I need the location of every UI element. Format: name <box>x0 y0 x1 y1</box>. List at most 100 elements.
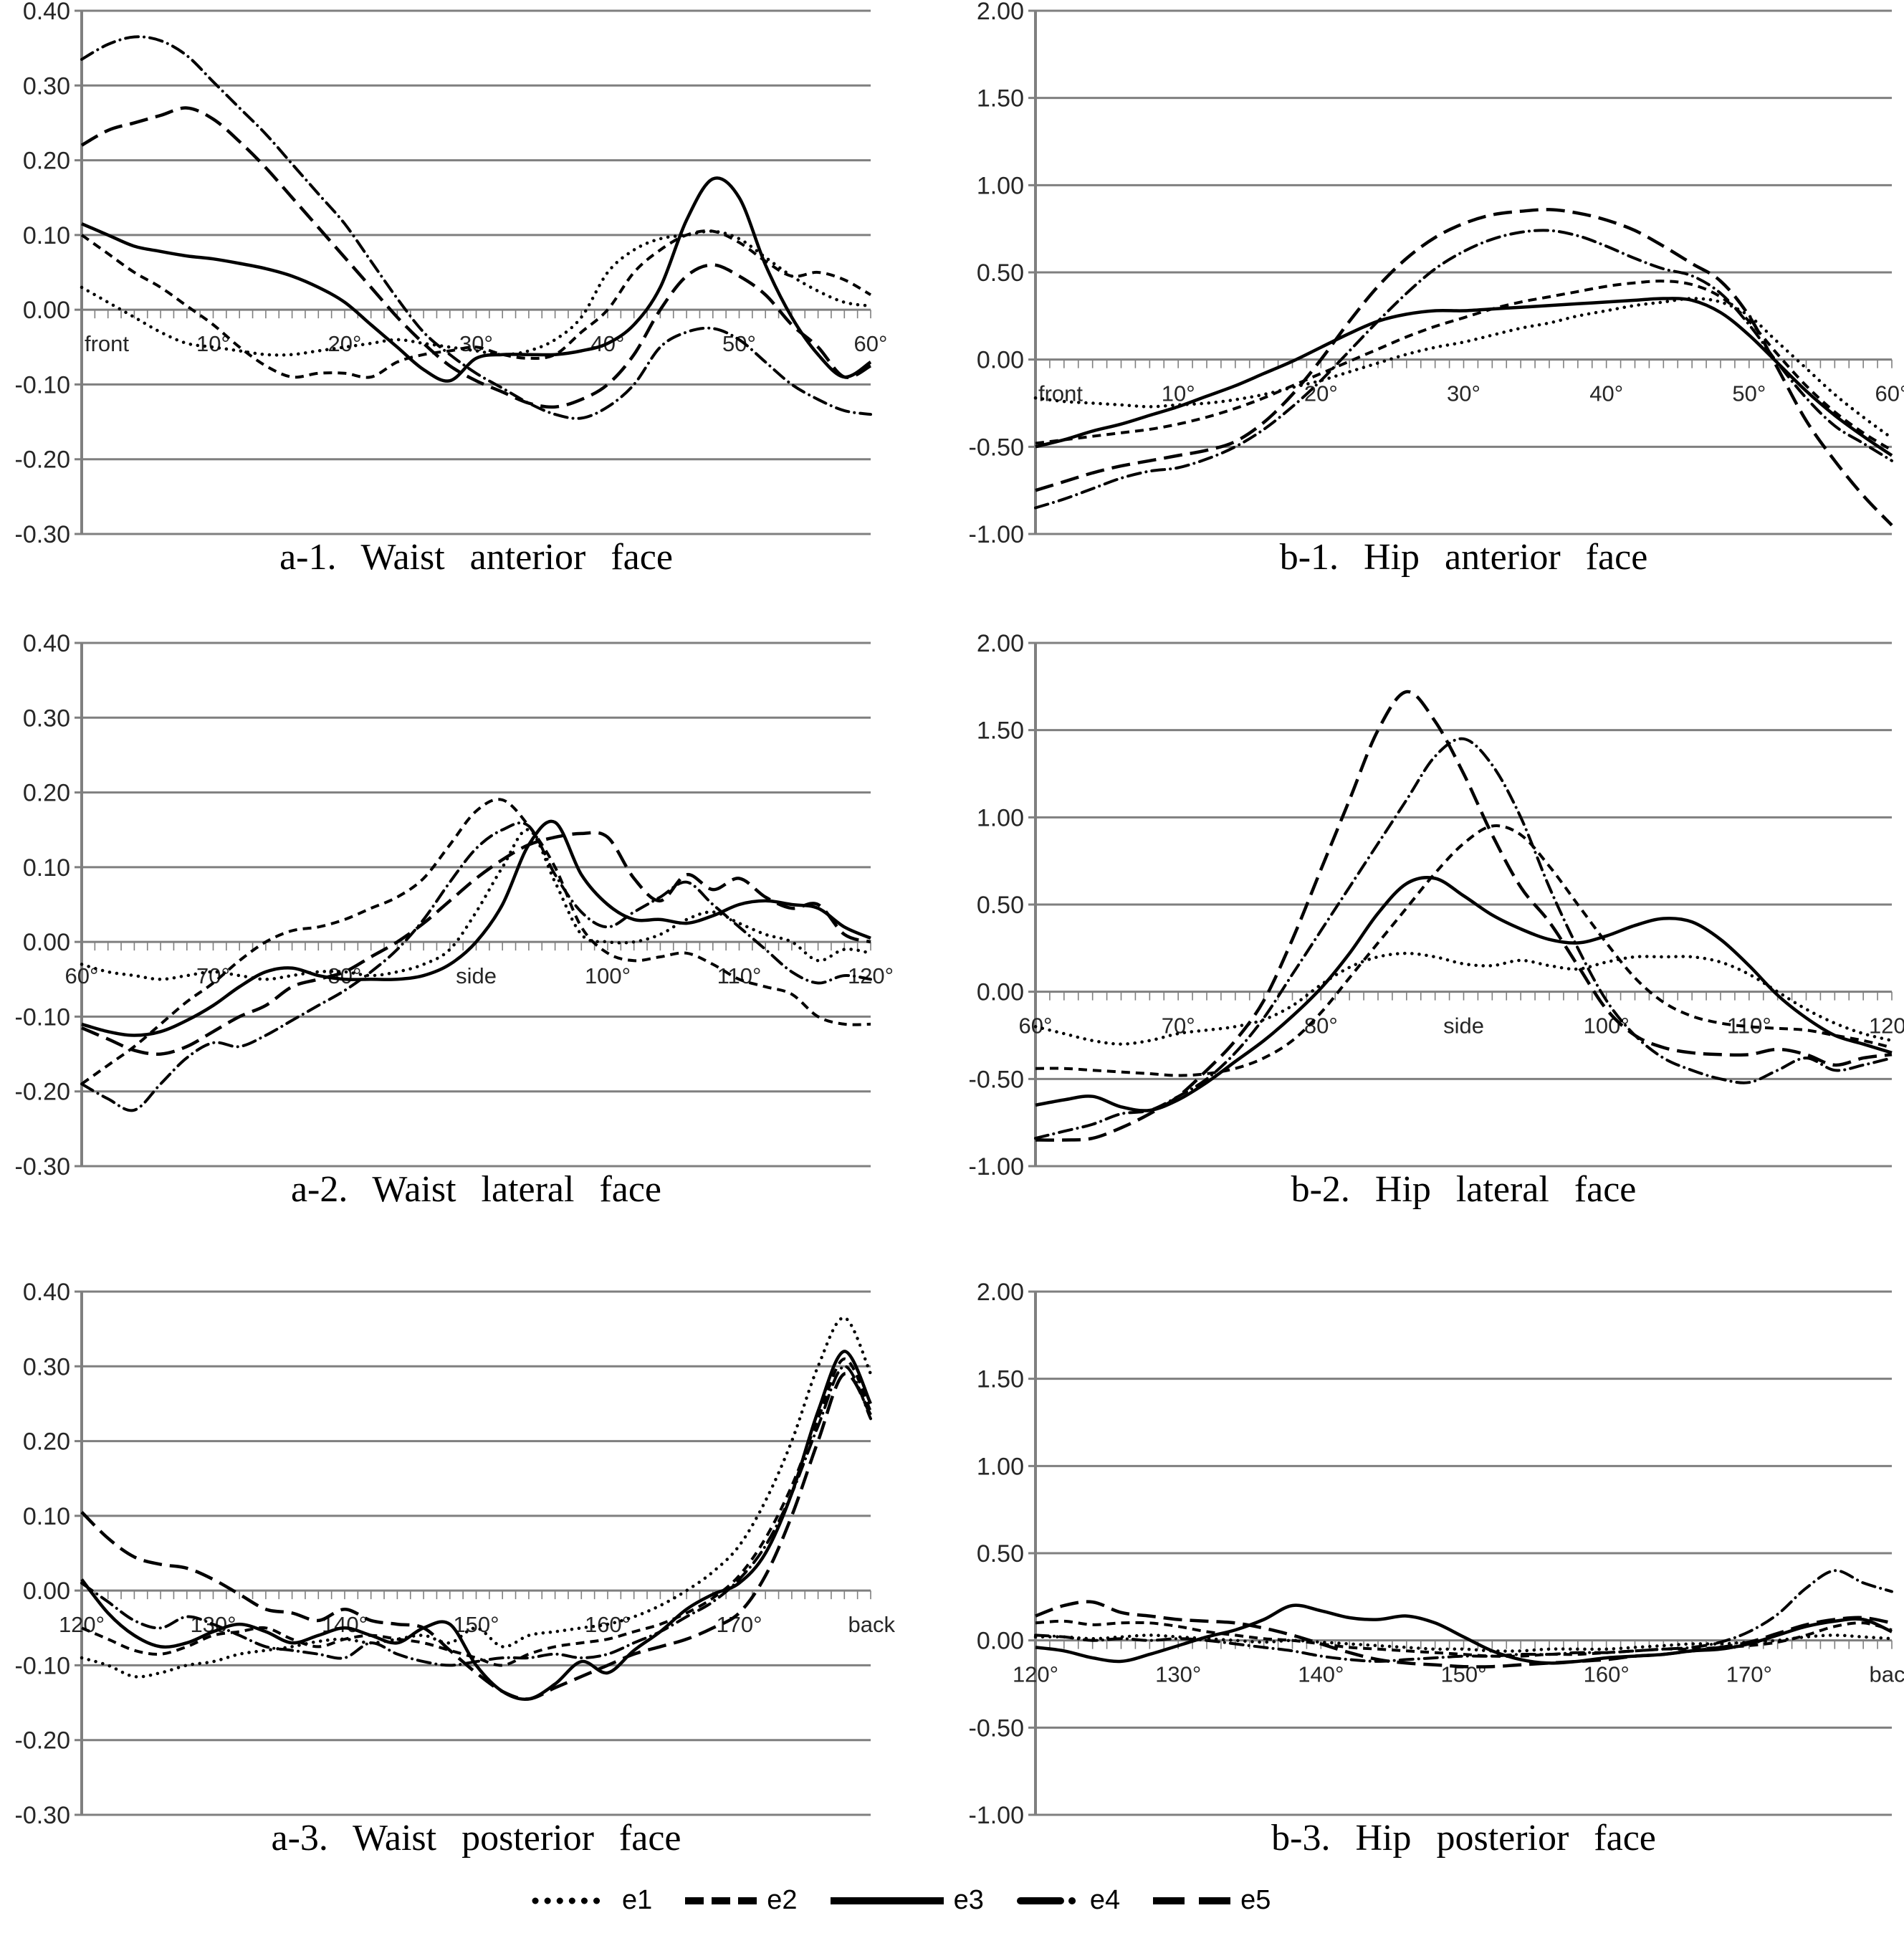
y-axis-tick-label: -1.00 <box>969 1802 1025 1829</box>
y-axis-tick-label: 1.00 <box>977 172 1024 199</box>
y-axis-tick-label: -0.30 <box>15 1802 71 1829</box>
legend-label: e5 <box>1240 1885 1271 1915</box>
y-axis-tick-label: 2.00 <box>977 632 1024 657</box>
series-e5-line <box>80 106 872 409</box>
legend-label: e4 <box>1089 1885 1121 1915</box>
series-e4-line <box>1034 1569 1893 1663</box>
y-axis-tick-label: 0.00 <box>23 1578 70 1605</box>
y-axis-tick-label: -0.10 <box>15 1003 71 1031</box>
x-axis-tick-label: 140° <box>1298 1662 1344 1687</box>
chart-a2-title: a-2. Waist lateral face <box>290 1169 662 1210</box>
series-e3-line <box>1035 297 1893 457</box>
x-axis-tick-label: 20° <box>1304 381 1338 406</box>
series-e5-line <box>80 1372 872 1701</box>
y-axis-tick-label: 0.00 <box>23 929 70 956</box>
chart-a1: 0.40 0.30 0.20 0.10 0.00 -0.10 -0.20 -0.30 front… <box>0 0 953 631</box>
dotted-line-swatch <box>532 1897 612 1904</box>
series-e4-line <box>1034 229 1893 510</box>
x-axis-tick-label: 50° <box>722 331 756 356</box>
y-axis-tick-label: -0.50 <box>969 1066 1025 1093</box>
legend-item-e5: e5 <box>1153 1885 1271 1916</box>
series-e1-line <box>80 1316 873 1679</box>
x-axis-tick-label: front <box>1038 381 1083 406</box>
dashed-line-swatch <box>685 1897 757 1904</box>
series-e4-line <box>80 821 872 1112</box>
series-e1-line <box>80 828 873 981</box>
y-axis-tick-label: -0.30 <box>15 521 71 548</box>
x-axis-tick-label: 50° <box>1732 381 1766 406</box>
y-axis-tick-label: 0.10 <box>23 854 70 882</box>
chart-b3-title: b-3. Hip posterior face <box>1271 1818 1656 1859</box>
series-e1-line <box>80 229 873 357</box>
chart-b2: 2.00 1.50 1.00 0.50 0.00 -0.50 -1.00 60° 70° 80° s… <box>953 632 1904 1263</box>
chart-b2-title: b-2. Hip lateral face <box>1291 1169 1637 1210</box>
y-axis-tick-label: 0.10 <box>23 1503 70 1530</box>
chart-b3: 2.00 1.50 1.00 0.50 0.00 -0.50 -1.00 120° 130° 14… <box>953 1281 1904 1912</box>
x-axis-tick-label: 60° <box>854 331 888 356</box>
x-axis-tick-label: 30° <box>459 331 493 356</box>
y-axis-tick-label: -1.00 <box>969 1153 1025 1180</box>
x-axis-tick-label: 110° <box>1727 1013 1771 1039</box>
series-e4-line <box>1034 737 1893 1140</box>
series-e5-line <box>81 831 871 1056</box>
chart-a2: 0.40 0.30 0.20 0.10 0.00 -0.10 -0.20 -0.30 60° 70… <box>0 632 953 1263</box>
series-e5-line <box>1035 690 1893 1142</box>
y-axis-tick-label: 0.50 <box>977 892 1024 919</box>
x-axis-tick-label: 120° <box>1869 1013 1904 1039</box>
x-axis-tick-label: 150° <box>453 1612 499 1637</box>
series-e5-line <box>1035 1600 1893 1669</box>
y-axis-tick-label: -0.10 <box>15 371 71 399</box>
series-e3-line <box>81 176 872 383</box>
series-e2-line <box>80 229 872 379</box>
legend-label: e2 <box>767 1885 798 1915</box>
chart-a1-title: a-1. Waist anterior face <box>279 537 673 578</box>
y-axis-tick-label: 0.50 <box>977 259 1024 287</box>
y-axis-tick-label: 0.40 <box>23 632 70 657</box>
chart-b1-title: b-1. Hip anterior face <box>1279 537 1648 578</box>
x-axis-tick-label: back <box>848 1612 896 1637</box>
long-dash-line-swatch <box>1153 1897 1231 1904</box>
x-axis-tick-label: side <box>1443 1013 1484 1039</box>
chart-a3-title: a-3. Waist posterior face <box>271 1818 681 1859</box>
series-e4-line <box>80 35 872 420</box>
y-axis-tick-label: 0.10 <box>23 222 70 249</box>
y-axis-tick-label: -0.20 <box>15 447 71 474</box>
x-axis-tick-label: 130° <box>1155 1662 1201 1687</box>
x-axis-tick-label: back <box>1870 1662 1904 1687</box>
y-axis-tick-label: 0.00 <box>977 1628 1024 1655</box>
y-axis-tick-label: 0.20 <box>23 148 70 175</box>
series-e2-line <box>1035 1619 1893 1658</box>
x-axis-tick-label: 120° <box>1013 1662 1058 1687</box>
legend-item-e2: e2 <box>685 1885 798 1916</box>
x-axis-tick-label: 20° <box>328 331 362 356</box>
y-axis-tick-label: 2.00 <box>977 0 1024 25</box>
x-axis-tick-label: 40° <box>1589 381 1623 406</box>
legend-item-e1: e1 <box>532 1885 652 1916</box>
series-e5-line <box>1035 208 1893 527</box>
y-axis-tick-label: 0.30 <box>23 1353 70 1380</box>
x-axis-tick-label: 170° <box>716 1612 762 1637</box>
y-axis-tick-label: 0.00 <box>977 347 1024 374</box>
y-axis-tick-label: 1.50 <box>977 1366 1024 1393</box>
x-axis-tick-label: 100° <box>585 963 631 988</box>
y-axis-tick-label: -0.20 <box>15 1079 71 1106</box>
chart-a3: 0.40 0.30 0.20 0.10 0.00 -0.10 -0.20 -0.30 120° 1… <box>0 1281 953 1912</box>
y-axis-tick-label: -0.30 <box>15 1153 71 1180</box>
series-e2-line <box>80 798 871 1085</box>
legend-label: e3 <box>953 1885 984 1915</box>
solid-line-swatch <box>830 1897 944 1904</box>
y-axis-tick-label: 0.40 <box>23 1281 70 1306</box>
y-axis-tick-label: 1.00 <box>977 804 1024 831</box>
x-axis-tick-label: 170° <box>1726 1662 1772 1687</box>
chart-b1: 2.00 1.50 1.00 0.50 0.00 -0.50 -1.00 front 10° 20… <box>953 0 1904 631</box>
y-axis-tick-label: 0.40 <box>23 0 70 25</box>
x-axis-tick-label: 30° <box>1447 381 1480 406</box>
y-axis-tick-label: 1.50 <box>977 717 1024 745</box>
y-axis-tick-label: -0.20 <box>15 1727 71 1755</box>
series-e3-line <box>1035 876 1893 1112</box>
y-axis-tick-label: 0.30 <box>23 705 70 732</box>
legend-item-e3: e3 <box>830 1885 984 1916</box>
y-axis-tick-label: 0.20 <box>23 1428 70 1456</box>
